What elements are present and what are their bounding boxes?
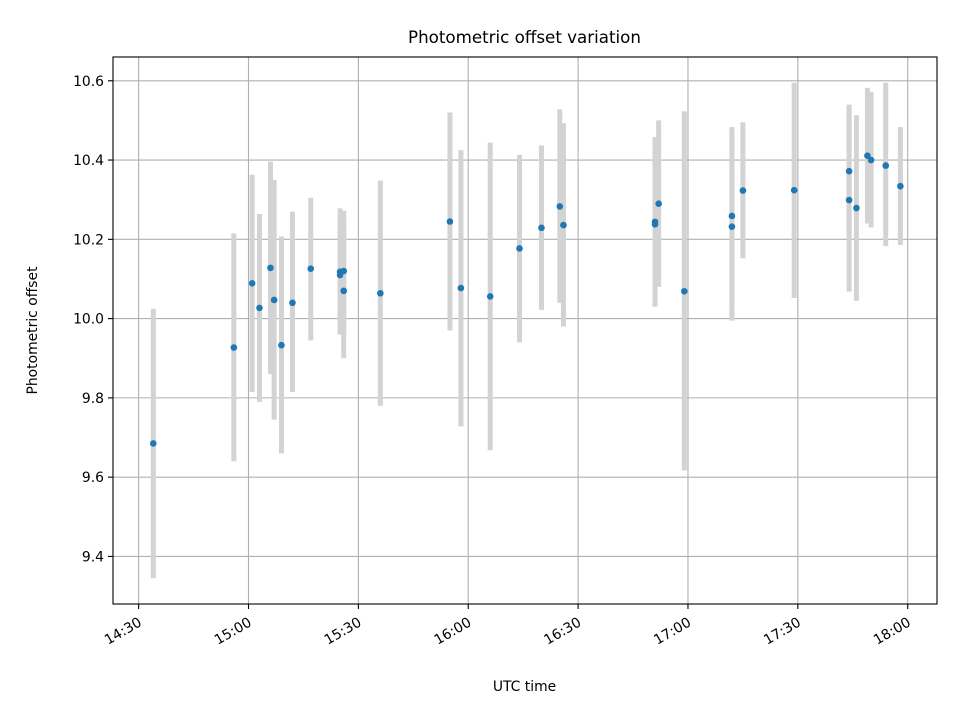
data-point xyxy=(867,156,875,164)
data-point xyxy=(655,200,662,207)
chart-title: Photometric offset variation xyxy=(408,27,641,47)
data-point xyxy=(289,299,296,307)
data-point xyxy=(556,203,564,210)
data-point xyxy=(149,440,157,447)
data-point xyxy=(457,284,465,292)
data-point xyxy=(790,186,798,194)
y-tick-label: 9.4 xyxy=(82,549,104,565)
data-point xyxy=(560,221,567,229)
data-point xyxy=(864,152,871,159)
data-point xyxy=(230,344,238,351)
y-tick-label: 10.4 xyxy=(73,153,104,169)
y-axis-label: Photometric offset xyxy=(25,266,41,395)
y-tick-label: 9.8 xyxy=(82,391,104,407)
data-point xyxy=(340,287,348,295)
data-point xyxy=(845,167,853,175)
data-point xyxy=(377,289,384,297)
y-tick-label: 9.6 xyxy=(82,470,104,486)
data-point xyxy=(516,245,523,252)
data-point xyxy=(446,218,454,225)
data-point xyxy=(853,204,860,212)
data-point xyxy=(739,187,747,194)
y-tick-label: 10.6 xyxy=(73,74,104,90)
data-point xyxy=(267,264,274,272)
y-tick-label: 10.2 xyxy=(73,232,104,248)
data-point xyxy=(897,182,904,190)
data-point xyxy=(486,293,494,300)
data-point xyxy=(651,218,659,226)
x-axis-label: UTC time xyxy=(493,679,556,695)
data-point xyxy=(728,223,736,230)
data-point xyxy=(256,304,263,312)
data-point xyxy=(728,212,736,220)
data-point xyxy=(307,265,315,272)
data-point xyxy=(681,287,688,295)
y-tick-layer: 9.4 9.6 9.8 10.0 10.2 10.4 10.6 xyxy=(73,74,113,565)
data-point xyxy=(248,280,256,287)
data-point xyxy=(278,341,285,349)
data-point xyxy=(340,267,348,275)
data-point xyxy=(882,162,890,169)
y-tick-label: 10.0 xyxy=(73,312,104,328)
point-layer xyxy=(149,152,904,447)
data-point xyxy=(538,224,545,232)
data-point xyxy=(845,196,853,204)
plot-frame xyxy=(112,56,938,605)
data-point xyxy=(270,296,278,304)
